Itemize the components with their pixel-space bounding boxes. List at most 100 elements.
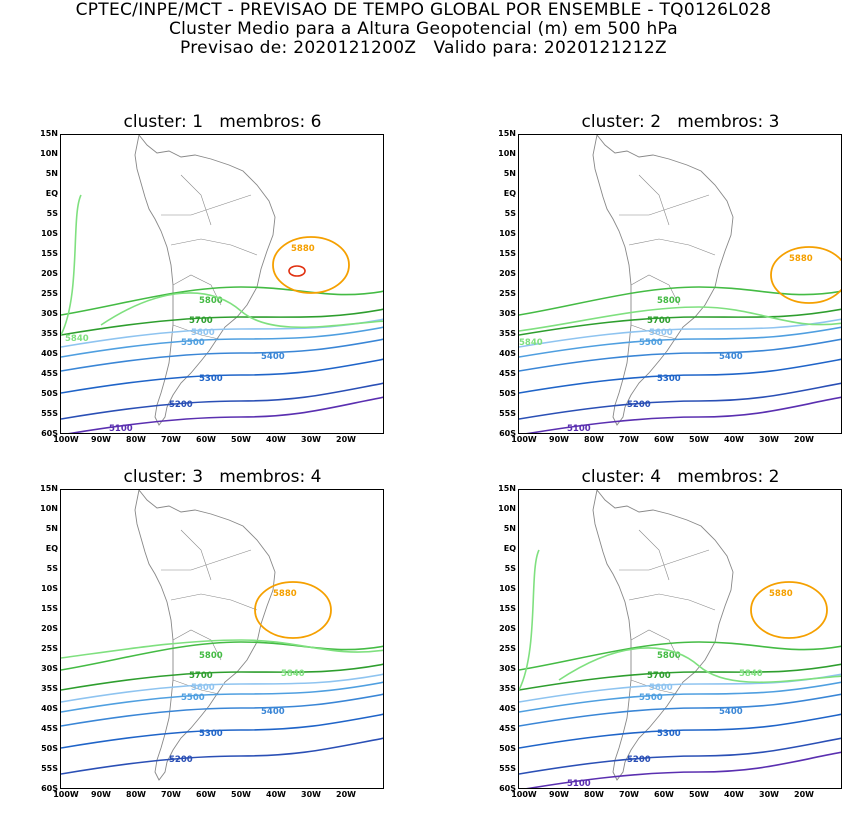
isoline-label-5600: 5600: [191, 683, 215, 693]
isoline-5100: [526, 751, 841, 788]
isoline-5880: [770, 246, 841, 304]
x-tick-label: 50W: [689, 790, 709, 799]
country-border: [630, 274, 680, 306]
isoline-5400: [61, 338, 383, 372]
map-area: 5100 5200 5300 5400 5500 5600 5700 5800 5840 5880: [518, 489, 842, 789]
isoline-5840: [61, 639, 383, 659]
y-tick-label: 5N: [45, 524, 58, 533]
isoline-label-5840: 5840: [281, 669, 305, 679]
isoline-label-5800: 5800: [199, 651, 223, 661]
x-tick-label: 30W: [759, 790, 779, 799]
map-area: 5100 5200 5300 5400 5500 5600 5700 5800 5840 5880: [60, 134, 384, 434]
coastline: [134, 135, 276, 426]
y-tick-label: EQ: [45, 544, 58, 553]
x-tick-label: 40W: [266, 790, 286, 799]
y-tick-label: 20S: [499, 269, 516, 278]
y-tick-label: 15N: [40, 129, 58, 138]
x-tick-label: 40W: [266, 435, 286, 444]
isoline-label-5800: 5800: [199, 296, 223, 306]
country-border: [180, 529, 212, 581]
panel-title: cluster: 4 membros: 2: [518, 467, 843, 487]
country-border: [180, 174, 212, 226]
y-tick-label: 5S: [504, 564, 516, 573]
panel-cluster-label: cluster:: [581, 467, 645, 487]
y-tick-label: 60S: [41, 429, 58, 438]
valid-value: 2020121212Z: [543, 38, 667, 58]
isoline-5700: [61, 308, 383, 336]
x-tick-label: 20W: [794, 790, 814, 799]
isoline-label-5700: 5700: [647, 316, 671, 326]
y-tick-label: 35S: [499, 329, 516, 338]
panel-title: cluster: 2 membros: 3: [518, 112, 843, 132]
isoline-5400: [61, 693, 383, 727]
isoline-5700: [519, 663, 841, 691]
isoline-label-5880: 5880: [291, 244, 315, 254]
y-tick-label: 20S: [41, 624, 58, 633]
y-tick-label: 35S: [41, 329, 58, 338]
y-tick-label: 55S: [499, 409, 516, 418]
country-border: [619, 194, 710, 216]
y-tick-label: 10N: [498, 149, 516, 158]
y-tick-label: 55S: [41, 409, 58, 418]
y-tick-label: EQ: [503, 189, 516, 198]
y-tick-label: 25S: [41, 289, 58, 298]
y-tick-label: 15S: [41, 249, 58, 258]
isoline-label-5400: 5400: [719, 352, 743, 362]
y-tick-label: 30S: [499, 309, 516, 318]
y-tick-label: 50S: [499, 389, 516, 398]
isoline-5840: [61, 194, 383, 336]
y-tick-label: 15S: [499, 249, 516, 258]
isoline-label-5500: 5500: [639, 693, 663, 703]
cluster-panel-3: cluster: 3 membros: 4 15N 10N 5N EQ 5S 10S 15S 2…: [0, 467, 400, 827]
isoline-5800: [61, 286, 383, 316]
y-tick-label: 55S: [41, 764, 58, 773]
isoline-5200: [61, 382, 383, 420]
isoline-5800: [519, 286, 841, 316]
isoline-5400: [519, 338, 841, 372]
y-tick-label: 25S: [41, 644, 58, 653]
panel-members-value: 3: [768, 112, 780, 132]
isoline-5300: [61, 358, 383, 394]
y-tick-label: EQ: [503, 544, 516, 553]
y-tick-label: 35S: [499, 684, 516, 693]
y-tick-label: 30S: [41, 309, 58, 318]
isoline-5840: [519, 549, 841, 691]
y-tick-label: 35S: [41, 684, 58, 693]
cluster-panel-1: cluster: 1 membros: 6 15N 10N 5N EQ 5S 10S 15S 2…: [0, 112, 400, 472]
y-tick-label: 50S: [41, 389, 58, 398]
panel-members-label: membros:: [219, 467, 306, 487]
x-tick-label: 100W: [511, 790, 537, 799]
isoline-label-5100: 5100: [109, 424, 133, 434]
y-tick-label: 25S: [499, 289, 516, 298]
isoline-5200: [519, 382, 841, 420]
y-tick-label: 60S: [41, 784, 58, 793]
isoline-5200: [519, 737, 841, 775]
y-tick-label: 60S: [499, 784, 516, 793]
y-tick-label: 10S: [41, 229, 58, 238]
x-tick-label: 100W: [53, 435, 79, 444]
isoline-5700: [61, 663, 383, 691]
isoline-5600: [519, 673, 841, 703]
valid-label: Valido para:: [433, 38, 539, 58]
isoline-5800: [519, 641, 841, 671]
y-tick-label: 10S: [499, 584, 516, 593]
x-tick-label: 90W: [91, 790, 111, 799]
x-tick-label: 80W: [126, 435, 146, 444]
country-border: [628, 238, 716, 256]
isoline-label-5200: 5200: [627, 400, 651, 410]
panel-cluster-value: 4: [650, 467, 662, 487]
y-tick-label: 15N: [40, 484, 58, 493]
y-tick-label: 10N: [40, 504, 58, 513]
isoline-5800: [61, 641, 383, 671]
x-tick-label: 60W: [654, 790, 674, 799]
isoline-5600: [61, 318, 383, 348]
cluster-panel-2: cluster: 2 membros: 3 15N 10N 5N EQ 5S 10S 15S 2…: [458, 112, 847, 472]
country-border: [628, 593, 716, 611]
country-border: [172, 679, 220, 695]
y-tick-label: 55S: [499, 764, 516, 773]
x-tick-label: 60W: [196, 435, 216, 444]
x-tick-label: 40W: [724, 435, 744, 444]
country-border: [170, 593, 258, 611]
